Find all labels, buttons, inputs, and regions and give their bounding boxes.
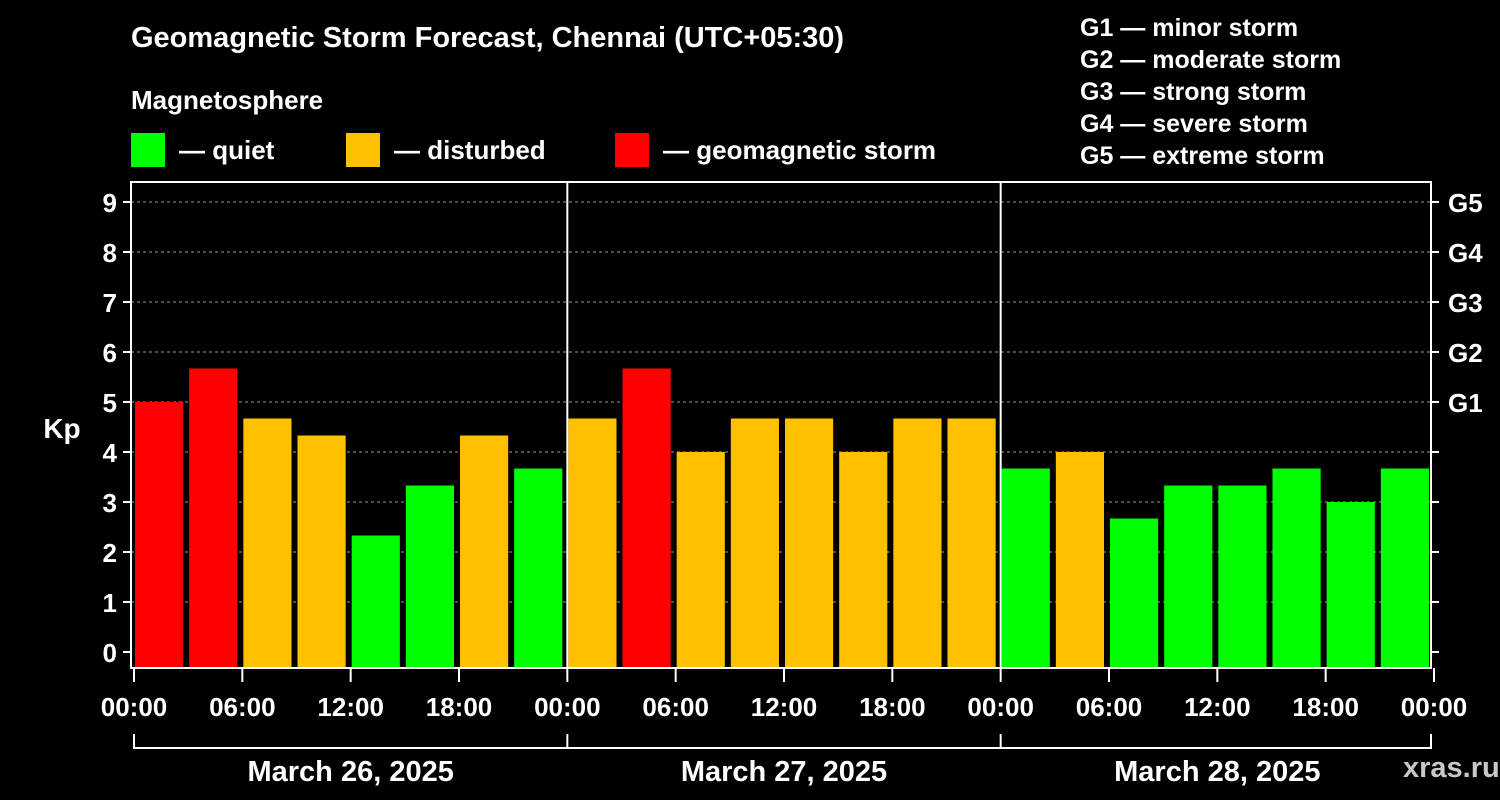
- g-level-label: G2: [1448, 338, 1483, 368]
- g-level-label: G3: [1448, 288, 1483, 318]
- plot-frame: [130, 181, 1432, 669]
- y-tick-label: 2: [103, 538, 117, 568]
- g-scale-g5: G5 — extreme storm: [1080, 142, 1325, 170]
- kp-bar: [514, 468, 563, 668]
- kp-bar: [1001, 468, 1050, 668]
- kp-bar: [1164, 485, 1213, 668]
- kp-bar: [1326, 502, 1375, 668]
- kp-bar: [730, 418, 779, 668]
- kp-bar: [785, 418, 834, 668]
- bars-group: [135, 368, 1483, 669]
- y-tick-label: 7: [103, 288, 117, 318]
- date-label: March 26, 2025: [247, 756, 453, 788]
- date-label: March 27, 2025: [681, 756, 887, 788]
- x-tick-label: 00:00: [967, 692, 1034, 722]
- g-scale-g4: G4 — severe storm: [1080, 110, 1308, 138]
- x-tick-label: 00:00: [1401, 692, 1468, 722]
- legend-item-disturbed: — disturbed: [346, 132, 546, 168]
- x-tick-label: 00:00: [534, 692, 601, 722]
- kp-bar: [676, 452, 725, 668]
- kp-bar: [351, 535, 400, 668]
- legend-heading: Magnetosphere: [131, 85, 324, 115]
- date-label: March 28, 2025: [1114, 756, 1320, 788]
- x-tick-label: 12:00: [1184, 692, 1251, 722]
- y-tick-label: 0: [103, 638, 117, 668]
- legend-swatch-disturbed: [346, 133, 380, 167]
- kp-bar: [460, 435, 509, 668]
- g-level-label: G4: [1448, 238, 1483, 268]
- g-scale-g1: G1 — minor storm: [1080, 14, 1299, 42]
- x-tick-label: 12:00: [317, 692, 384, 722]
- g-level-label: G5: [1448, 188, 1483, 218]
- kp-bar: [1055, 452, 1104, 668]
- x-tick-label: 06:00: [209, 692, 276, 722]
- x-tick-label: 18:00: [859, 692, 926, 722]
- y-tick-label: 3: [103, 488, 117, 518]
- x-tick-label: 18:00: [426, 692, 493, 722]
- kp-bar: [1110, 518, 1159, 668]
- g-scale-g2: G2 — moderate storm: [1080, 46, 1342, 74]
- x-tick-label: 12:00: [751, 692, 818, 722]
- y-tick-label: 6: [103, 338, 117, 368]
- legend-swatch-storm: [615, 133, 649, 167]
- kp-bar: [1218, 485, 1267, 668]
- legend-item-storm: — geomagnetic storm: [615, 132, 936, 168]
- kp-bar: [893, 418, 942, 668]
- x-tick-label: 18:00: [1292, 692, 1359, 722]
- legend-label-storm: — geomagnetic storm: [663, 134, 937, 165]
- kp-bar: [947, 418, 996, 668]
- kp-bar: [243, 418, 292, 668]
- kp-bar: [1272, 468, 1321, 668]
- y-axis-label: Kp: [43, 413, 80, 444]
- kp-bar: [1380, 468, 1429, 668]
- x-tick-label: 06:00: [642, 692, 709, 722]
- kp-bar: [568, 418, 617, 668]
- legend-label-quiet: — quiet: [179, 134, 275, 165]
- legend-item-quiet: — quiet: [131, 132, 274, 168]
- kp-bar: [1435, 469, 1483, 669]
- y-tick-label: 1: [103, 588, 117, 618]
- x-tick-label: 00:00: [101, 692, 168, 722]
- kp-bar: [405, 485, 454, 668]
- y-tick-label: 8: [103, 238, 117, 268]
- kp-bar: [189, 368, 238, 668]
- kp-bar: [622, 368, 671, 668]
- g-level-label: G1: [1448, 388, 1483, 418]
- kp-bar: [135, 402, 184, 668]
- chart-title: Geomagnetic Storm Forecast, Chennai (UTC…: [131, 22, 845, 54]
- y-tick-label: 4: [103, 438, 118, 468]
- g-scale-legend: G1 — minor storm G2 — moderate storm G3 …: [1080, 12, 1341, 172]
- x-tick-label: 06:00: [1076, 692, 1143, 722]
- watermark: xras.ru: [1403, 752, 1500, 784]
- legend-swatch-quiet: [131, 133, 165, 167]
- g-scale-g3: G3 — strong storm: [1080, 78, 1307, 106]
- legend-label-disturbed: — disturbed: [394, 134, 546, 165]
- y-tick-label: 9: [103, 188, 117, 218]
- kp-bar: [839, 452, 888, 668]
- kp-bar: [297, 435, 346, 668]
- y-tick-label: 5: [103, 388, 117, 418]
